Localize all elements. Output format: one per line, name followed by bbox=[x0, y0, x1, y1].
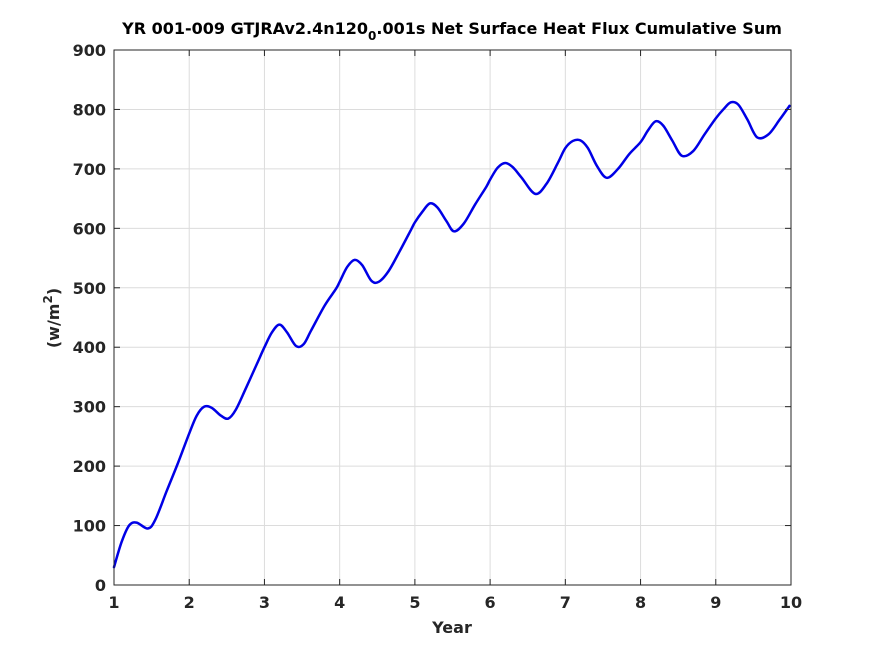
y-tick-label: 200 bbox=[73, 457, 106, 476]
y-tick-label: 0 bbox=[95, 576, 106, 595]
y-tick-label: 100 bbox=[73, 517, 106, 536]
y-axis-label-main: (w/m bbox=[44, 304, 63, 349]
y-tick-label: 400 bbox=[73, 338, 106, 357]
x-tick-label: 4 bbox=[334, 593, 345, 612]
x-tick-label: 8 bbox=[635, 593, 646, 612]
plot-area bbox=[114, 50, 791, 585]
y-tick-label: 600 bbox=[73, 219, 106, 238]
y-tick-label: 300 bbox=[73, 398, 106, 417]
y-tick-label: 700 bbox=[73, 160, 106, 179]
x-tick-label: 9 bbox=[710, 593, 721, 612]
x-tick-label: 7 bbox=[560, 593, 571, 612]
y-axis-label-close: ) bbox=[44, 288, 63, 295]
chart-title: YR 001-009 GTJRAv2.4n1200.001s Net Surfa… bbox=[121, 19, 782, 43]
data-layer bbox=[112, 100, 791, 569]
x-tick-label: 10 bbox=[780, 593, 802, 612]
chart-title-main: YR 001-009 GTJRAv2.4n120 bbox=[121, 19, 368, 38]
y-axis-label: (w/m2) bbox=[41, 288, 63, 348]
plot-frame bbox=[113, 49, 792, 586]
y-axis-label-sup: 2 bbox=[41, 295, 55, 303]
series-line bbox=[112, 100, 791, 569]
tick-marks bbox=[113, 49, 792, 586]
y-tick-label: 500 bbox=[73, 279, 106, 298]
x-tick-label: 6 bbox=[485, 593, 496, 612]
y-tick-labels: 0 100 200 300 400 500 600 700 800 900 bbox=[73, 41, 106, 595]
y-tick-label: 800 bbox=[73, 100, 106, 119]
x-tick-label: 2 bbox=[184, 593, 195, 612]
x-tick-labels: 1 2 3 4 5 6 7 8 9 10 bbox=[108, 593, 802, 612]
chart-title-rest: .001s Net Surface Heat Flux Cumulative S… bbox=[376, 19, 782, 38]
x-tick-label: 3 bbox=[259, 593, 270, 612]
x-axis-label: Year bbox=[431, 618, 472, 637]
y-tick-label: 900 bbox=[73, 41, 106, 60]
grid-lines bbox=[114, 50, 791, 585]
x-tick-label: 1 bbox=[108, 593, 119, 612]
chart-title-subscript: 0 bbox=[368, 29, 376, 43]
x-tick-label: 5 bbox=[409, 593, 420, 612]
